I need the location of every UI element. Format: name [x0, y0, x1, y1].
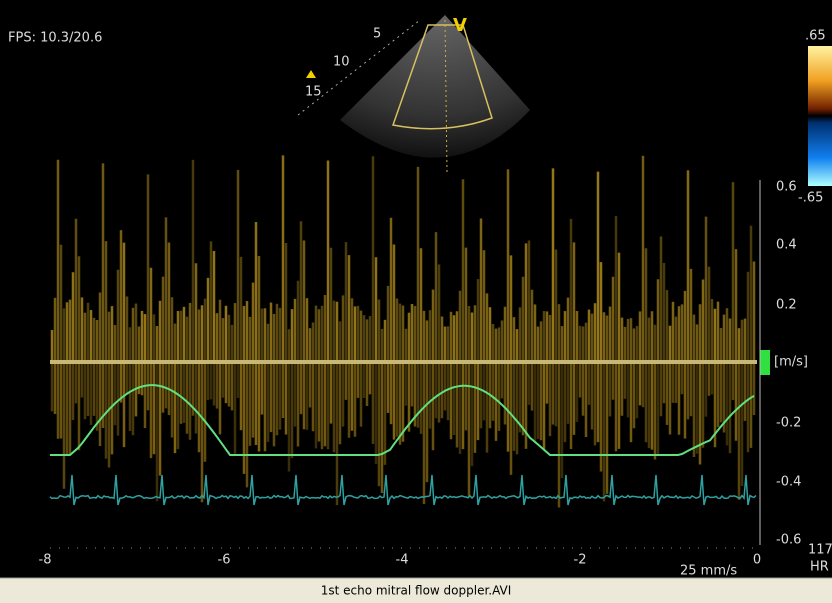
depth-label: 15 [305, 85, 322, 100]
velocity-label: -0.4 [776, 475, 801, 490]
heart-rate-label: HR [810, 560, 829, 575]
velocity-label: -0.2 [776, 416, 801, 431]
velocity-label: 0.4 [776, 238, 797, 253]
time-label: -6 [218, 553, 231, 568]
time-label: 0 [753, 553, 761, 568]
fps-label: FPS: 10.3/20.6 [8, 31, 102, 46]
page: FPS: 10.3/20.6 5 10 15 V .65 -.65 0.6 0.… [0, 0, 832, 603]
velocity-label: -0.6 [776, 533, 801, 548]
velocity-unit: [m/s] [774, 355, 808, 370]
baseline-handle [760, 350, 770, 375]
file-name: 1st echo mitral flow doppler.AVI [321, 584, 512, 598]
time-label: -8 [39, 553, 52, 568]
time-label: -4 [396, 553, 409, 568]
screen: FPS: 10.3/20.6 5 10 15 V .65 -.65 0.6 0.… [0, 0, 832, 603]
time-label: -2 [574, 553, 587, 568]
velocity-label: 0.2 [776, 298, 797, 313]
color-bar-bottom: -.65 [798, 191, 823, 206]
depth-label: 5 [373, 27, 381, 42]
sweep-speed: 25 mm/s [680, 564, 737, 579]
color-bar [808, 46, 832, 186]
color-bar-top: .65 [805, 29, 826, 44]
heart-rate: 117 [808, 543, 832, 558]
velocity-label: 0.6 [776, 180, 797, 195]
mode-marker: V [453, 15, 467, 36]
depth-label: 10 [333, 55, 350, 70]
